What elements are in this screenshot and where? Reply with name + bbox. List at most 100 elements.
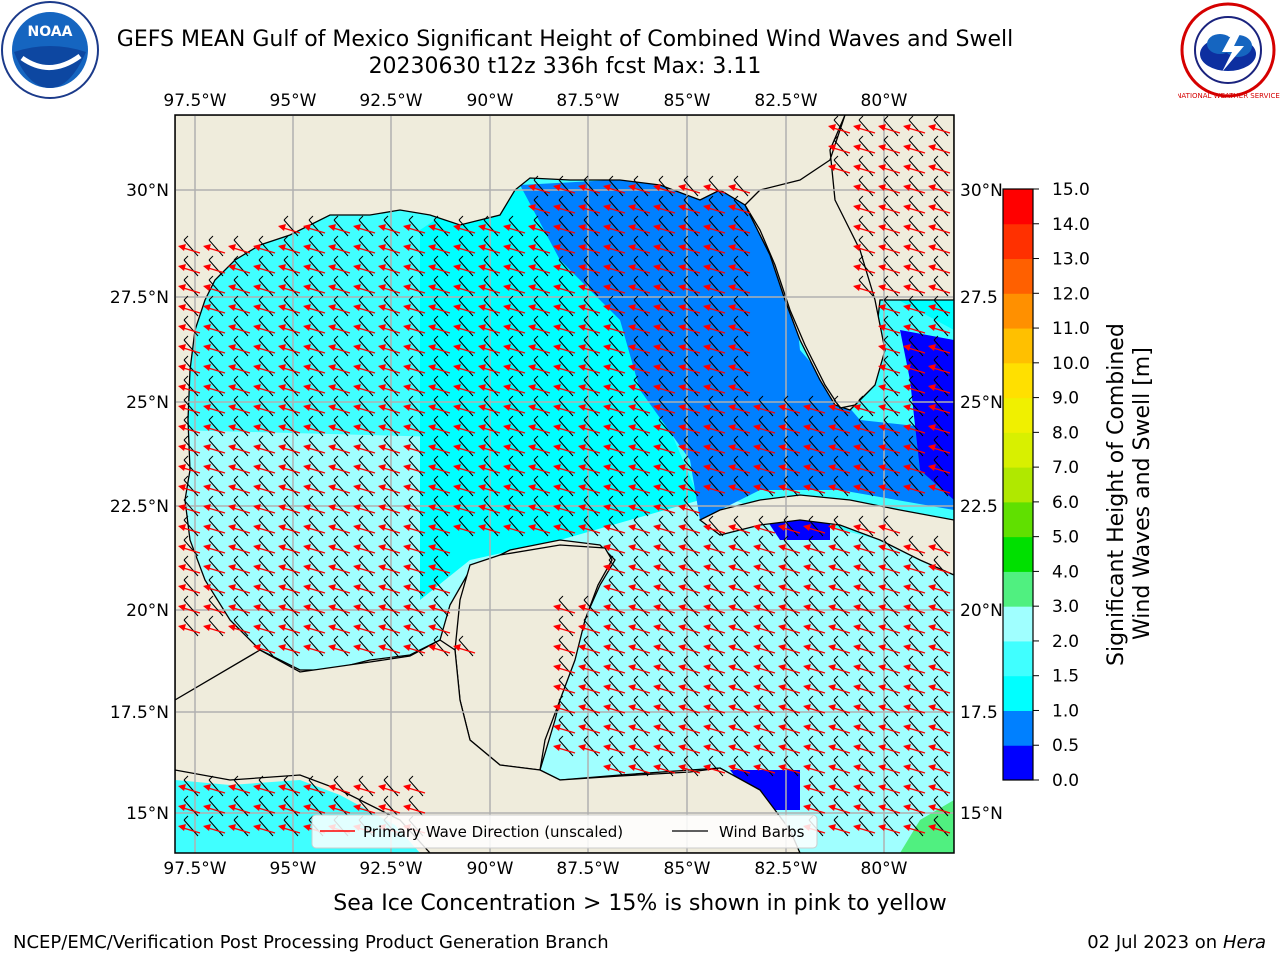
wind-arrow <box>203 355 226 377</box>
wind-arrow <box>653 455 676 477</box>
wind-arrow <box>928 375 951 397</box>
wind-arrow <box>503 475 526 497</box>
wind-arrow <box>803 515 826 537</box>
wind-arrow <box>753 655 776 677</box>
wind-arrow <box>603 195 626 217</box>
wind-arrow <box>828 615 851 637</box>
credit-date: 02 Jul 2023 on <box>1087 932 1223 953</box>
wind-arrow <box>853 455 876 477</box>
wind-arrow <box>603 335 626 357</box>
wind-arrow <box>653 235 676 257</box>
wind-arrow <box>528 495 551 517</box>
wind-arrow <box>778 635 801 657</box>
wind-arrow <box>528 255 551 277</box>
wind-arrow <box>378 415 401 437</box>
wind-arrow <box>478 255 501 277</box>
wind-arrow <box>728 735 751 757</box>
wind-arrow <box>703 715 726 737</box>
colorbar-tick-label: 15.0 <box>1052 180 1090 200</box>
wind-arrow <box>528 515 551 537</box>
wind-arrow <box>403 215 426 237</box>
wind-arrow <box>228 575 251 597</box>
wind-arrow <box>403 495 426 517</box>
latitude-labels-left: 30°N 27.5°N 25°N 22.5°N 20°N 17.5°N 15°N <box>110 181 169 824</box>
wind-arrow <box>178 515 201 537</box>
wind-arrow <box>278 395 301 417</box>
wind-arrow <box>653 675 676 697</box>
wind-arrow <box>528 315 551 337</box>
wind-arrow <box>678 395 701 417</box>
wind-arrow <box>903 195 926 217</box>
wind-arrow <box>303 795 326 817</box>
wind-arrow <box>178 535 201 557</box>
wind-arrow <box>703 275 726 297</box>
wind-arrow <box>703 535 726 557</box>
wind-arrow <box>553 335 576 357</box>
wind-arrow <box>203 315 226 337</box>
wind-arrow <box>678 195 701 217</box>
wind-arrow <box>378 335 401 357</box>
wind-arrow <box>578 395 601 417</box>
wind-arrow <box>928 615 951 637</box>
wind-arrow <box>753 755 776 777</box>
wind-arrow <box>603 235 626 257</box>
wind-arrow <box>878 795 901 817</box>
wind-arrow <box>278 415 301 437</box>
wind-arrow <box>578 655 601 677</box>
wind-arrow <box>878 195 901 217</box>
wind-arrow <box>678 555 701 577</box>
wind-arrow <box>728 455 751 477</box>
wind-arrow <box>853 815 876 837</box>
wind-arrow <box>928 155 951 177</box>
wind-arrow <box>678 715 701 737</box>
wind-arrow <box>653 375 676 397</box>
wind-arrow <box>703 515 726 537</box>
wind-arrow <box>503 315 526 337</box>
wind-arrow <box>353 515 376 537</box>
wind-arrow <box>928 815 951 837</box>
wind-arrow <box>403 355 426 377</box>
wind-arrow <box>653 555 676 577</box>
colorbar-tick-label: 7.0 <box>1052 458 1079 478</box>
wind-arrow <box>378 295 401 317</box>
wind-arrow <box>878 315 901 337</box>
wind-arrow <box>553 475 576 497</box>
wind-arrow <box>728 275 751 297</box>
wind-arrow <box>853 535 876 557</box>
wind-arrow <box>778 475 801 497</box>
wind-arrow <box>553 615 576 637</box>
wind-arrow <box>453 415 476 437</box>
wind-arrow <box>353 395 376 417</box>
wind-arrow <box>853 575 876 597</box>
wind-arrow <box>678 415 701 437</box>
wind-arrow <box>603 455 626 477</box>
wind-arrow <box>828 795 851 817</box>
wind-arrow <box>878 295 901 317</box>
wind-arrow <box>678 675 701 697</box>
wind-arrow <box>253 535 276 557</box>
wind-arrow <box>203 275 226 297</box>
wind-arrow <box>803 795 826 817</box>
wind-arrow <box>403 335 426 357</box>
wind-arrow <box>453 355 476 377</box>
wind-arrow <box>203 575 226 597</box>
wind-arrow <box>553 235 576 257</box>
wind-arrow <box>553 375 576 397</box>
wind-arrow <box>778 555 801 577</box>
wind-arrow <box>928 635 951 657</box>
lon-label-top: 80°W <box>861 91 908 111</box>
wind-arrow <box>453 275 476 297</box>
wind-arrow <box>628 735 651 757</box>
wind-arrow <box>678 235 701 257</box>
wind-arrow <box>253 255 276 277</box>
wind-arrow <box>878 475 901 497</box>
wind-arrow <box>378 495 401 517</box>
wind-arrow <box>253 295 276 317</box>
lat-label-left: 17.5°N <box>110 703 169 723</box>
wind-arrow <box>878 115 901 137</box>
wind-arrow <box>878 755 901 777</box>
wind-arrow <box>253 235 276 257</box>
wind-arrow <box>928 135 951 157</box>
map-frame <box>174 114 955 854</box>
wind-arrow <box>753 675 776 697</box>
